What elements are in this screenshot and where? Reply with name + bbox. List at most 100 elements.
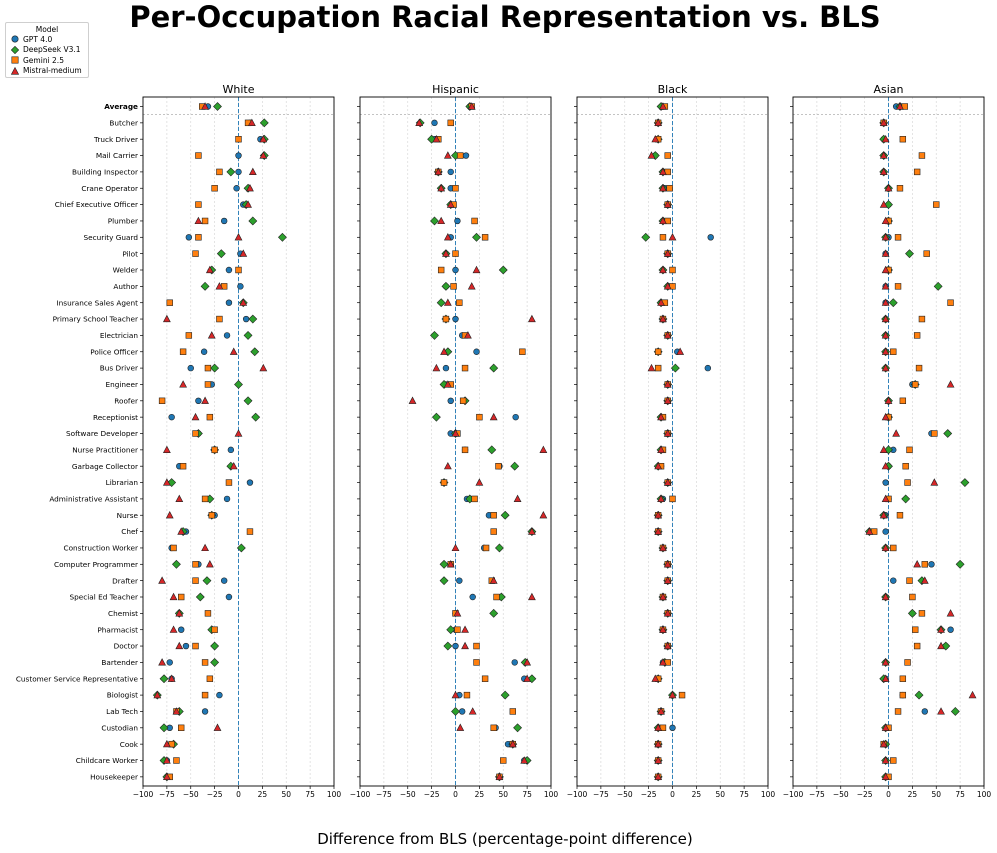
x-tick-label: −50 — [833, 790, 849, 799]
point-gpt — [246, 479, 254, 486]
point-gpt — [452, 315, 459, 323]
point-deepseek — [259, 118, 269, 128]
point-gpt — [242, 315, 250, 323]
point-deepseek — [451, 707, 460, 716]
point-mistral — [234, 429, 243, 437]
point-mistral — [247, 118, 256, 126]
point-gemini — [437, 266, 445, 274]
point-mistral — [881, 592, 890, 601]
point-mistral — [881, 314, 890, 323]
point-mistral — [528, 314, 536, 323]
point-mistral — [881, 461, 890, 470]
panel-title: Black — [658, 83, 688, 96]
point-mistral — [461, 625, 469, 633]
point-gemini — [166, 299, 173, 306]
point-gpt — [442, 364, 450, 372]
point-gemini — [890, 544, 897, 552]
panel-title: Asian — [873, 83, 903, 96]
point-gemini — [659, 234, 667, 241]
x-tick-label: 75 — [305, 790, 315, 799]
point-mistral — [472, 265, 481, 274]
point-gemini — [490, 724, 497, 732]
point-deepseek — [210, 657, 220, 667]
point-gemini — [493, 593, 500, 601]
panel-white: White −100 −75 −50 −25 0 25 50 75 100 — [133, 83, 342, 799]
point-mistral — [158, 576, 166, 584]
point-gemini — [471, 495, 478, 503]
point-mistral — [651, 674, 660, 682]
point-gemini — [461, 364, 469, 372]
point-gpt — [452, 266, 459, 274]
point-gemini — [185, 332, 193, 339]
point-mistral — [968, 690, 977, 699]
point-mistral — [229, 347, 238, 355]
point-gemini — [490, 512, 497, 519]
point-gpt — [511, 659, 518, 666]
point-gemini — [170, 544, 177, 552]
point-gemini — [201, 691, 209, 699]
point-mistral — [881, 494, 890, 503]
y-tick-label: Engineer — [106, 380, 139, 389]
point-mistral — [663, 478, 672, 486]
point-mistral — [892, 429, 901, 437]
point-gemini — [454, 626, 461, 633]
point-mistral — [663, 200, 672, 208]
point-gemini — [235, 136, 242, 143]
point-deepseek — [641, 232, 651, 242]
legend-item-gemini: Gemini 2.5 — [6, 55, 88, 66]
point-gpt — [225, 299, 233, 306]
legend-item-gpt: GPT 4.0 — [6, 34, 88, 45]
point-mistral — [657, 298, 665, 306]
point-gemini — [918, 315, 926, 323]
x-tick-label: −75 — [159, 790, 175, 799]
point-mistral — [676, 347, 685, 355]
y-tick-label: Nurse — [117, 511, 139, 520]
point-mistral — [234, 233, 243, 241]
point-deepseek — [248, 314, 258, 324]
point-gpt — [469, 593, 476, 601]
point-mistral — [443, 380, 452, 388]
point-deepseek — [172, 559, 181, 569]
point-mistral — [434, 167, 443, 175]
point-mistral — [879, 167, 888, 175]
point-gpt — [237, 283, 244, 290]
point-mistral — [654, 461, 663, 470]
point-gpt — [456, 577, 463, 584]
point-gpt — [704, 364, 712, 372]
point-mistral — [659, 658, 667, 666]
point-mistral — [461, 641, 469, 650]
point-mistral — [881, 543, 890, 552]
point-gemini — [473, 642, 480, 650]
point-gpt — [447, 168, 454, 176]
point-deepseek — [950, 707, 960, 716]
point-mistral — [248, 167, 257, 175]
point-gemini — [923, 250, 930, 257]
x-tick-label: 25 — [258, 790, 268, 799]
point-gpt — [921, 708, 928, 715]
point-gpt — [452, 642, 459, 650]
y-tick-label: Biologist — [107, 691, 138, 700]
point-gemini — [179, 462, 187, 470]
x-tick-label: −25 — [857, 790, 873, 799]
point-gemini — [654, 364, 662, 372]
point-gpt — [200, 348, 208, 355]
y-tick-label: Plumber — [108, 217, 138, 226]
point-mistral — [659, 184, 667, 192]
point-gpt — [235, 152, 242, 159]
point-mistral — [158, 658, 166, 666]
point-gemini — [669, 266, 676, 274]
point-deepseek — [500, 510, 510, 520]
point-gemini — [495, 462, 502, 470]
x-tick-label: 25 — [692, 790, 702, 799]
x-tick-label: −100 — [567, 790, 588, 799]
point-gemini — [216, 168, 223, 176]
point-mistral — [663, 249, 672, 257]
y-tick-label: Software Developer — [66, 429, 138, 438]
point-mistral — [239, 249, 248, 257]
y-tick-label: Pilot — [122, 249, 138, 258]
diamond-marker-icon — [11, 45, 19, 54]
legend-item-deepseek: DeepSeek V3.1 — [6, 45, 88, 56]
point-mistral — [654, 527, 663, 535]
point-gemini — [669, 495, 676, 503]
point-gemini — [481, 234, 489, 241]
